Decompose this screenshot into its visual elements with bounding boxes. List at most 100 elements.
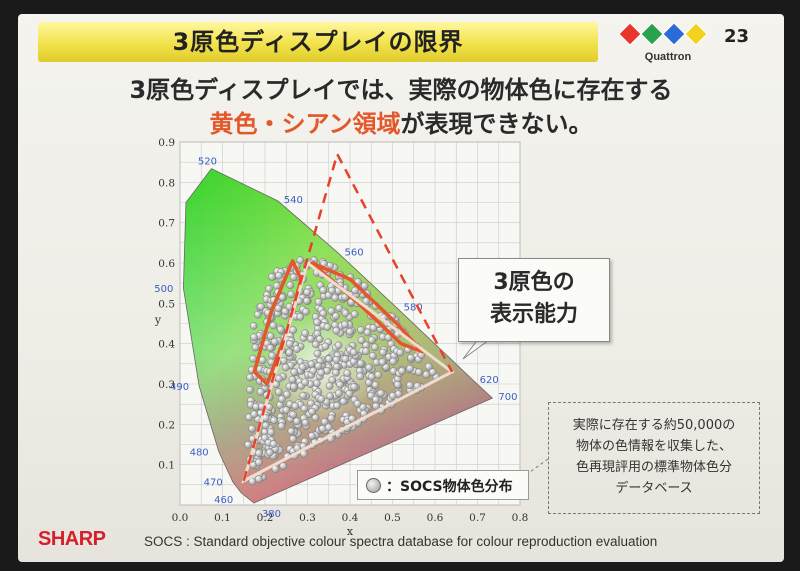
sample-dot xyxy=(266,332,275,341)
wavelength-label: 460 xyxy=(214,495,233,506)
sample-dot xyxy=(315,335,324,344)
sample-dot xyxy=(255,458,263,467)
slide: 3原色ディスプレイの限界 Quattron 23 3原色ディスプレイでは、実際の… xyxy=(18,14,784,562)
sample-dot xyxy=(363,328,372,337)
sample-dot xyxy=(378,358,387,366)
sample-dot xyxy=(275,374,283,383)
y-tick-label: 0.7 xyxy=(158,218,175,230)
wavelength-label: 490 xyxy=(170,382,189,393)
note-line2: 物体の色情報を収集した、 xyxy=(575,439,732,454)
sample-dot xyxy=(334,341,343,350)
sample-dot xyxy=(285,340,294,348)
sample-dot xyxy=(269,440,278,448)
wavelength-label: 580 xyxy=(404,303,423,314)
sample-dot xyxy=(286,281,295,290)
x-tick-label: 0.1 xyxy=(214,512,231,524)
callout-line2: 表示能力 xyxy=(489,302,578,327)
sample-dot xyxy=(296,256,305,265)
sample-dot xyxy=(343,369,352,377)
logo-diamond-2 xyxy=(662,22,686,46)
sample-dot xyxy=(328,286,336,295)
footer-text: SOCS : Standard objective colour spectra… xyxy=(144,534,658,549)
sample-dot xyxy=(289,273,298,282)
headline-line2: 黄色・シアン領域が表現できない。 xyxy=(18,104,784,139)
legend-label: ：SOCS物体色分布 xyxy=(386,479,513,495)
y-tick-label: 0.9 xyxy=(158,137,175,149)
sample-dot xyxy=(313,379,321,388)
y-tick-label: 0.2 xyxy=(158,419,175,431)
sample-dot xyxy=(365,363,373,372)
sample-dot xyxy=(291,402,300,410)
sample-dot xyxy=(422,370,431,379)
chromaticity-chart: 520 540 560 580 620 700 500 490 480 470 460 380 0.0… xyxy=(154,137,549,538)
logo-diamond-1 xyxy=(640,22,664,46)
sample-dot xyxy=(270,337,279,346)
sample-dot xyxy=(356,372,365,381)
sample-dot xyxy=(321,342,330,351)
note-line4: データベース xyxy=(615,481,693,496)
legend-dot-icon xyxy=(366,478,381,493)
sample-dot xyxy=(325,382,334,390)
sample-dot xyxy=(332,368,340,377)
x-tick-label: 0.2 xyxy=(257,512,274,524)
y-tick-label: 0.4 xyxy=(158,339,175,351)
sample-dot xyxy=(311,413,320,422)
sample-dot xyxy=(332,326,341,335)
sample-dot xyxy=(268,351,277,360)
sample-dot xyxy=(377,389,385,398)
sample-dot xyxy=(307,334,315,343)
sample-dot xyxy=(292,345,301,353)
sample-dot xyxy=(341,320,349,329)
sample-dot xyxy=(314,298,323,306)
sample-dot xyxy=(269,321,278,330)
sample-dot xyxy=(374,371,383,379)
sample-dot xyxy=(326,392,334,401)
sample-dot xyxy=(325,355,333,363)
sample-dot xyxy=(303,288,312,297)
wavelength-label: 540 xyxy=(284,195,303,206)
y-tick-label: 0.8 xyxy=(158,177,175,189)
x-tick-label: 0.3 xyxy=(299,512,316,524)
sample-dot xyxy=(350,383,359,391)
sample-dot xyxy=(268,273,276,281)
sample-dot xyxy=(308,432,316,440)
headline-rest: が表現できない。 xyxy=(400,110,593,138)
sample-dot xyxy=(353,399,362,408)
sample-dot xyxy=(362,347,370,356)
wavelength-label: 620 xyxy=(480,375,499,386)
note-line1: 実際に存在する約50,000の xyxy=(572,418,736,433)
sample-dot xyxy=(313,318,321,327)
sample-dot xyxy=(367,372,376,381)
sample-dot xyxy=(393,380,402,389)
x-tick-label: 0.4 xyxy=(342,512,359,524)
sample-dot xyxy=(266,344,275,352)
sample-dot xyxy=(289,326,297,334)
x-tick-label: 0.0 xyxy=(172,512,189,524)
sample-dot xyxy=(357,336,366,345)
sample-dot xyxy=(406,381,414,390)
sample-dot xyxy=(244,440,252,449)
sample-dot xyxy=(333,401,341,410)
sample-dot xyxy=(324,423,333,432)
sample-dot xyxy=(308,407,316,416)
sample-dot xyxy=(362,297,371,305)
sample-dot xyxy=(334,389,343,398)
sample-dot xyxy=(327,307,336,315)
quattron-logo-text: Quattron xyxy=(645,51,692,63)
sample-dot xyxy=(250,333,258,341)
sample-dot xyxy=(278,395,286,403)
logo-diamond-3 xyxy=(684,22,708,46)
note-box: 実際に存在する約50,000の 物体の色情報を収集した、 色再現評用の標準物体色… xyxy=(548,402,760,514)
sample-dot xyxy=(249,321,258,330)
legend: ：SOCS物体色分布 xyxy=(357,470,529,500)
sample-dot xyxy=(301,418,310,427)
yellow-region xyxy=(310,261,424,354)
wavelength-label: 500 xyxy=(154,284,173,295)
sample-dot xyxy=(296,313,305,321)
sample-dot xyxy=(290,368,299,376)
sample-dot xyxy=(351,286,359,295)
sample-dot xyxy=(319,309,328,318)
x-tick-label: 0.5 xyxy=(384,512,401,524)
sample-dot xyxy=(332,312,340,320)
note-line3: 色再現評用の標準物体色分 xyxy=(575,460,732,475)
